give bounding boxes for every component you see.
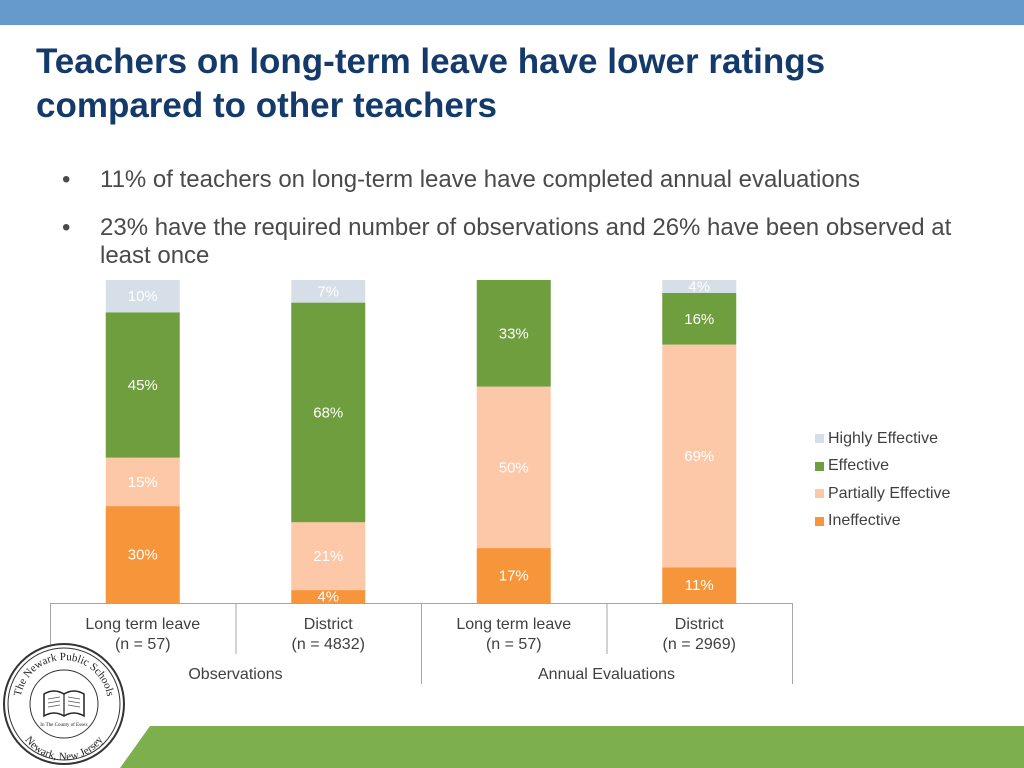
data-label: 11% (685, 577, 714, 594)
chart-legend: Highly Effective Effective Partially Effec… (815, 425, 950, 535)
legend-swatch (815, 434, 824, 444)
bullet-text: 23% have the required number of observat… (100, 214, 952, 269)
x-tick-label: District (304, 616, 353, 633)
bar-segment (476, 280, 551, 387)
bar-segment (291, 522, 366, 591)
bullet-item: • 11% of teachers on long-term leave hav… (62, 166, 982, 194)
data-label: 10% (128, 288, 158, 305)
seal-inner-text: In The County of Essex (40, 723, 88, 728)
data-label: 33% (499, 325, 529, 342)
data-label: 15% (128, 474, 158, 491)
bar-segment (662, 280, 737, 293)
data-label: 4% (688, 278, 710, 295)
data-label: 21% (313, 548, 343, 565)
bullet-list: • 11% of teachers on long-term leave hav… (62, 166, 982, 290)
data-label: 16% (684, 311, 714, 328)
data-label: 69% (684, 448, 714, 465)
bar-segment (662, 292, 737, 345)
bottom-accent-band (120, 726, 1024, 768)
legend-swatch (815, 489, 824, 499)
bullet-item: • 23% have the required number of observ… (62, 214, 982, 270)
legend-item: Partially Effective (815, 480, 950, 508)
bar-segment (105, 457, 180, 507)
x-tick-label-sample-size: (n = 57) (486, 636, 542, 653)
bar-segment (105, 506, 180, 603)
top-accent-bar (0, 0, 1024, 25)
bar-segment (105, 312, 180, 458)
x-tick-label-sample-size: (n = 57) (115, 636, 171, 653)
data-label: 4% (317, 589, 339, 606)
legend-label: Highly Effective (828, 429, 938, 447)
legend-swatch (815, 516, 824, 526)
legend-label: Partially Effective (828, 484, 951, 502)
bar-segment (476, 548, 551, 603)
data-label: 17% (499, 568, 529, 585)
x-tick-label-sample-size: (n = 4832) (292, 636, 365, 653)
x-tick-label: Long term leave (85, 616, 200, 633)
data-label: 45% (128, 377, 158, 394)
legend-label: Ineffective (828, 512, 901, 530)
legend-swatch (815, 461, 824, 471)
bar-segment (662, 567, 737, 603)
data-label: 7% (317, 283, 339, 300)
bullet-text: 11% of teachers on long-term leave have … (100, 166, 861, 193)
x-tick-label: Long term leave (456, 616, 571, 633)
group-label: Annual Evaluations (538, 666, 675, 683)
bullet-symbol: • (62, 214, 71, 241)
bar-segment (476, 386, 551, 549)
bar-segment (291, 590, 366, 603)
bar-segment (291, 302, 366, 523)
bar-segment (291, 280, 366, 303)
legend-label: Effective (828, 457, 890, 475)
data-label: 50% (499, 459, 529, 476)
legend-item: Highly Effective (815, 425, 950, 453)
legend-item: Ineffective (815, 508, 950, 536)
data-label: 68% (313, 404, 343, 421)
bar-segment (662, 344, 737, 568)
x-tick-label: District (675, 616, 724, 633)
legend-item: Effective (815, 453, 950, 481)
group-label: Observations (188, 666, 282, 683)
slide-title: Teachers on long-term leave have lower r… (36, 42, 826, 125)
bar-segment (105, 280, 180, 313)
book-icon (43, 690, 85, 718)
school-seal-logo: The Newark Public Schools Newark, New Je… (3, 643, 125, 765)
x-tick-label-sample-size: (n = 2969) (663, 636, 736, 653)
data-label: 30% (128, 547, 158, 564)
bullet-symbol: • (62, 166, 71, 193)
